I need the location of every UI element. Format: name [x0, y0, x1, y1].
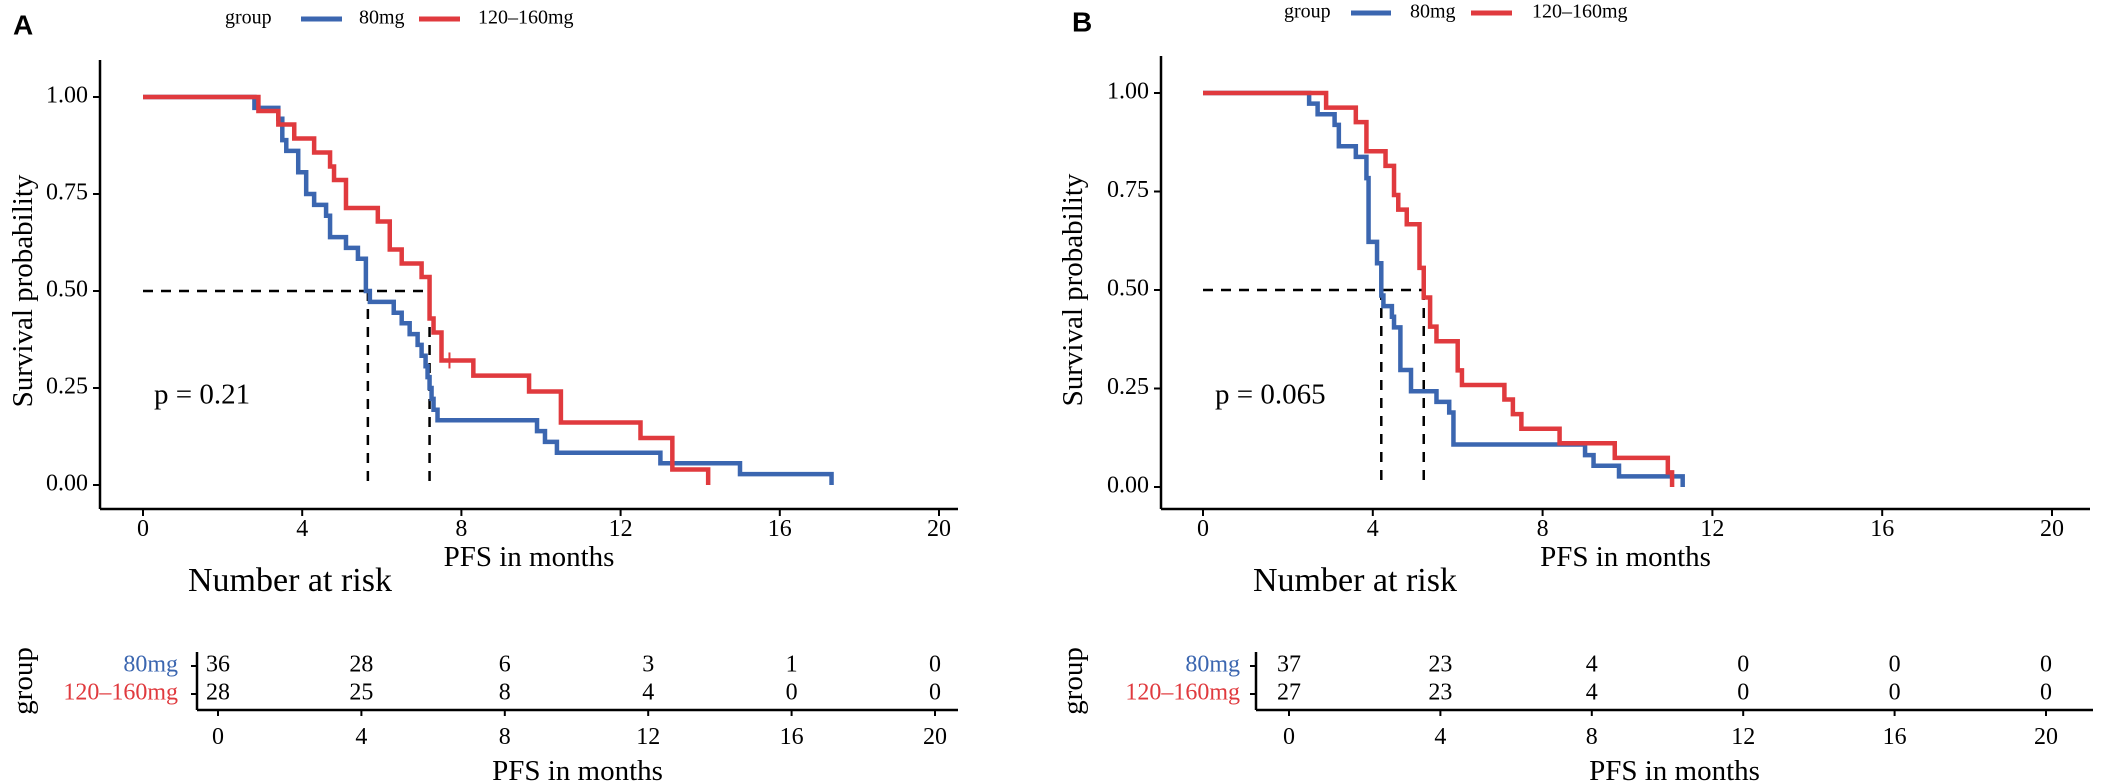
legend-label-120-160mg: 120–160mg — [1532, 1, 1628, 23]
survival-curve-80mg — [1203, 90, 1685, 487]
x-tick-label: 20 — [2040, 516, 2064, 542]
risk-count: 37 — [1277, 652, 1301, 678]
p-value: p = 0.21 — [154, 379, 250, 411]
risk-table-x-tick-label: 20 — [2034, 724, 2058, 750]
risk-row-label: 120–160mg — [1125, 680, 1240, 706]
y-axis-title: Survival probability — [1057, 173, 1089, 406]
risk-table-x-tick-label: 16 — [1883, 724, 1907, 750]
risk-row-label: 120–160mg — [63, 680, 178, 706]
legend-label-80mg: 80mg — [1410, 1, 1456, 23]
y-tick-label: 1.00 — [46, 83, 88, 109]
risk-row-label: 80mg — [1185, 652, 1240, 678]
risk-count: 36 — [206, 652, 230, 678]
y-tick-label: 0.25 — [46, 374, 88, 400]
risk-count: 4 — [1586, 652, 1598, 678]
x-tick-label: 20 — [927, 516, 951, 542]
x-tick-label: 0 — [1197, 516, 1209, 542]
risk-count: 0 — [1737, 652, 1749, 678]
risk-count: 28 — [206, 680, 230, 706]
x-tick-label: 16 — [768, 516, 792, 542]
x-tick-label: 4 — [296, 516, 308, 542]
risk-table-x-tick-label: 4 — [1434, 724, 1446, 750]
risk-count: 6 — [499, 652, 511, 678]
risk-table-x-tick-label: 12 — [1731, 724, 1755, 750]
x-axis-title: PFS in months — [444, 541, 615, 573]
legend-label-80mg: 80mg — [359, 7, 405, 29]
risk-count: 4 — [642, 680, 654, 706]
y-tick-label: 1.00 — [1107, 79, 1149, 105]
survival-curve-120-160mg — [143, 94, 711, 485]
risk-count: 3 — [642, 652, 654, 678]
risk-count: 0 — [1889, 652, 1901, 678]
risk-table-x-tick-label: 12 — [636, 724, 660, 750]
risk-table-x-tick-label: 8 — [499, 724, 511, 750]
risk-count: 1 — [786, 652, 798, 678]
risk-table-group-label: group — [7, 647, 39, 715]
risk-count: 8 — [499, 680, 511, 706]
legend-label-120-160mg: 120–160mg — [478, 7, 574, 29]
panel-label: A — [13, 9, 33, 40]
p-value: p = 0.065 — [1215, 379, 1326, 411]
risk-count: 0 — [2040, 652, 2052, 678]
risk-table-title: Number at risk — [188, 562, 392, 599]
y-tick-label: 0.00 — [1107, 473, 1149, 499]
x-tick-label: 8 — [1537, 516, 1549, 542]
risk-count: 0 — [2040, 680, 2052, 706]
risk-row-label: 80mg — [123, 652, 178, 678]
x-tick-label: 4 — [1367, 516, 1379, 542]
y-tick-label: 0.25 — [1107, 374, 1149, 400]
panel-label: B — [1072, 6, 1092, 37]
risk-table-title: Number at risk — [1253, 562, 1457, 599]
risk-count: 0 — [786, 680, 798, 706]
risk-count: 0 — [929, 680, 941, 706]
x-tick-label: 12 — [609, 516, 633, 542]
risk-table-x-tick-label: 4 — [355, 724, 367, 750]
survival-curve-120-160mg — [1203, 90, 1675, 487]
y-tick-label: 0.75 — [1107, 177, 1149, 203]
x-tick-label: 0 — [137, 516, 149, 542]
risk-table-x-tick-label: 0 — [1283, 724, 1295, 750]
x-tick-label: 8 — [455, 516, 467, 542]
risk-table-group-label: group — [1057, 647, 1089, 715]
risk-count: 0 — [1889, 680, 1901, 706]
risk-table-x-title: PFS in months — [492, 755, 663, 784]
risk-count: 28 — [349, 652, 373, 678]
y-tick-label: 0.50 — [1107, 276, 1149, 302]
y-tick-label: 0.75 — [46, 180, 88, 206]
risk-table-x-tick-label: 0 — [212, 724, 224, 750]
x-axis-title: PFS in months — [1540, 541, 1711, 573]
risk-count: 27 — [1277, 680, 1301, 706]
y-axis-title: Survival probability — [7, 174, 39, 407]
risk-table-x-tick-label: 8 — [1586, 724, 1598, 750]
legend-title: group — [1284, 1, 1331, 23]
risk-count: 23 — [1428, 652, 1452, 678]
risk-count: 4 — [1586, 680, 1598, 706]
x-tick-label: 12 — [1700, 516, 1724, 542]
risk-count: 25 — [349, 680, 373, 706]
risk-count: 0 — [929, 652, 941, 678]
legend-title: group — [225, 7, 272, 29]
y-tick-label: 0.50 — [46, 277, 88, 303]
risk-table-x-title: PFS in months — [1589, 755, 1760, 784]
risk-table-x-tick-label: 16 — [780, 724, 804, 750]
risk-count: 23 — [1428, 680, 1452, 706]
risk-count: 0 — [1737, 680, 1749, 706]
risk-table-x-tick-label: 20 — [923, 724, 947, 750]
y-tick-label: 0.00 — [46, 471, 88, 497]
x-tick-label: 16 — [1870, 516, 1894, 542]
survival-curve-80mg — [143, 94, 834, 485]
